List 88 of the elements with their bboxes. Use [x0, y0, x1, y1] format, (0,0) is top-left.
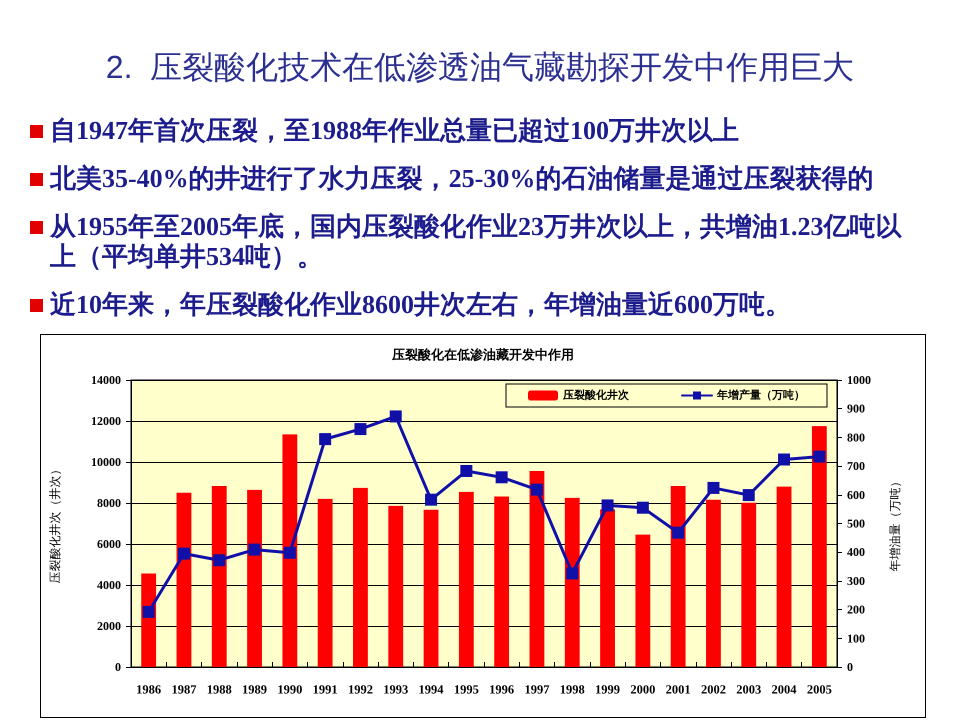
y2-tick-label: 1000: [847, 373, 871, 387]
y-tick-label: 6000: [97, 537, 121, 551]
point: [672, 526, 684, 539]
text: 北美35-40%的井进行了水力压裂，25-30%的石油储量是通过压裂获得的: [50, 164, 874, 194]
point: [390, 410, 402, 422]
bar: [388, 506, 404, 667]
point: [354, 423, 366, 436]
x-tick-label: 1990: [277, 682, 302, 696]
x-tick-label: 2004: [772, 682, 798, 696]
bar: [670, 486, 686, 667]
point: [636, 502, 649, 514]
bar: [458, 492, 474, 667]
x-tick-label: 1987: [171, 682, 196, 696]
point: [530, 484, 543, 496]
x-tick-label: 2000: [630, 682, 656, 696]
y2-tick-label: 800: [847, 430, 865, 444]
chart-subtitle: 压裂酸化在低渗油藏开发中作用: [391, 347, 574, 362]
bar: [741, 502, 756, 667]
y2-tick-label: 200: [847, 602, 865, 617]
bar: [530, 471, 544, 667]
bar: [776, 486, 792, 667]
y2-tick-label: 400: [847, 545, 865, 560]
y-tick-label: 4000: [97, 578, 121, 592]
y-tick-label: 0: [115, 660, 121, 674]
y2-tick-label: 100: [847, 631, 865, 646]
x-tick-label: 1999: [595, 682, 620, 696]
x-tick-label: 2002: [700, 682, 726, 696]
point: [460, 464, 472, 477]
point: [778, 454, 790, 466]
x-tick-label: 1998: [560, 682, 585, 696]
x-tick-label: 1995: [454, 682, 479, 696]
point: [213, 554, 226, 566]
y-tick-label: 2000: [97, 619, 121, 633]
x-tick-label: 2003: [736, 682, 762, 696]
point: [707, 482, 720, 494]
y2-axis-title: 年增油量（万吨）: [888, 476, 902, 572]
y-tick-label: 8000: [97, 496, 121, 510]
point: [142, 606, 155, 618]
bar: [706, 500, 721, 667]
point: [284, 546, 296, 559]
point: [566, 567, 578, 580]
bar: [635, 534, 650, 667]
x-tick-label: 1997: [524, 682, 550, 696]
y-axis-title: 压裂酸化井次（井次）: [48, 464, 62, 584]
text: 自1947年首次压裂，至1988年作业总量已超过100万井次以上: [50, 116, 740, 146]
chart-title: 2. 压裂酸化技术在低渗透油气藏勘探开发中作用巨大: [104, 48, 856, 87]
bar: [353, 488, 368, 667]
x-tick-label: 2001: [666, 682, 691, 696]
legend-label: 年增产量（万吨）: [716, 388, 805, 402]
legend-label: 压裂酸化井次: [562, 388, 630, 402]
y-tick-label: 14000: [91, 373, 121, 387]
y2-tick-label: 700: [847, 459, 865, 474]
x-tick-label: 1989: [242, 682, 268, 696]
text: 从1955年至2005年底，国内压裂酸化作业23万井次以上，共增油1.23亿吨以上（平均单井534吨）。: [50, 212, 903, 272]
y2-tick-label: 0: [847, 660, 853, 674]
x-tick-label: 1994: [418, 682, 444, 696]
x-tick-label: 2005: [806, 682, 832, 696]
bar: [424, 510, 438, 667]
y-tick-label: 10000: [91, 455, 121, 469]
bar: [600, 509, 615, 667]
point: [742, 489, 755, 502]
bar: [812, 426, 827, 667]
x-tick-label: 1992: [348, 682, 373, 696]
x-tick-label: 1986: [136, 682, 162, 696]
bar: [212, 486, 227, 667]
x-tick-label: 1996: [489, 682, 514, 696]
x-tick-label: 1993: [383, 682, 408, 696]
x-tick-label: 1988: [206, 682, 232, 696]
y2-tick-label: 300: [847, 574, 865, 588]
point: [496, 471, 508, 484]
bar: [247, 490, 262, 667]
x-tick-label: 1991: [312, 682, 338, 696]
point: [319, 433, 332, 446]
y-tick-label: 12000: [91, 414, 121, 428]
point: [602, 499, 614, 512]
point: [813, 450, 826, 463]
bar: [494, 496, 510, 667]
bar: [318, 498, 333, 667]
bar: [282, 434, 298, 667]
y2-tick-label: 900: [847, 402, 865, 416]
point: [425, 494, 438, 506]
bar: [176, 492, 192, 667]
text: 近10年来，年压裂酸化作业8600井次左右，年增油量近600万吨。: [50, 290, 792, 320]
y2-tick-label: 500: [847, 516, 865, 530]
bar: [564, 498, 580, 667]
point: [248, 544, 261, 556]
y2-tick-label: 600: [847, 488, 865, 502]
point: [178, 548, 190, 560]
